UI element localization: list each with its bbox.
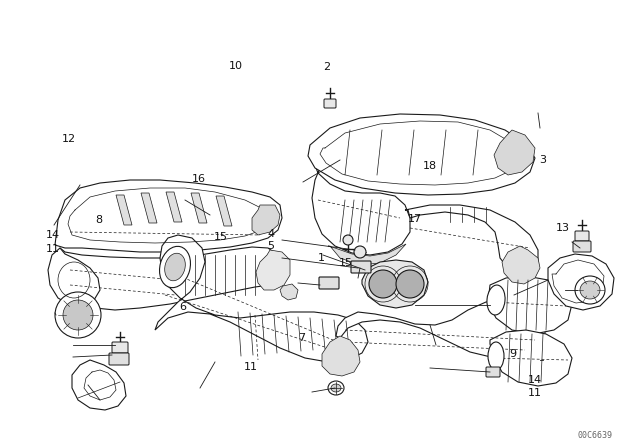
Polygon shape	[328, 244, 406, 265]
Polygon shape	[155, 235, 368, 362]
Text: 00C6639: 00C6639	[577, 431, 612, 439]
Ellipse shape	[328, 381, 344, 395]
Text: 15: 15	[339, 258, 353, 268]
FancyBboxPatch shape	[351, 261, 371, 273]
Ellipse shape	[63, 300, 93, 330]
Polygon shape	[362, 260, 428, 308]
Polygon shape	[336, 300, 545, 358]
Circle shape	[396, 270, 424, 298]
Polygon shape	[488, 276, 572, 334]
Polygon shape	[256, 250, 290, 290]
FancyBboxPatch shape	[486, 367, 500, 377]
Polygon shape	[502, 246, 540, 284]
Polygon shape	[308, 114, 535, 195]
FancyBboxPatch shape	[575, 231, 589, 241]
Text: 5: 5	[268, 241, 274, 250]
Polygon shape	[322, 336, 360, 376]
Text: 11: 11	[527, 388, 541, 398]
Polygon shape	[191, 193, 207, 223]
Text: 13: 13	[556, 223, 570, 233]
Ellipse shape	[488, 342, 504, 370]
Text: 12: 12	[62, 134, 76, 144]
Ellipse shape	[55, 292, 101, 338]
Polygon shape	[312, 168, 410, 255]
Circle shape	[354, 246, 366, 258]
Polygon shape	[490, 330, 572, 386]
FancyBboxPatch shape	[324, 99, 336, 108]
Polygon shape	[141, 193, 157, 223]
Text: 14: 14	[527, 375, 541, 385]
Text: 1: 1	[318, 253, 324, 263]
Polygon shape	[280, 284, 298, 300]
Text: 6: 6	[179, 302, 186, 312]
Polygon shape	[405, 205, 538, 272]
Polygon shape	[216, 196, 232, 226]
Polygon shape	[55, 180, 282, 252]
Text: 9: 9	[509, 349, 517, 359]
Ellipse shape	[575, 276, 605, 304]
Ellipse shape	[331, 384, 341, 392]
Polygon shape	[48, 248, 100, 305]
Text: 3: 3	[540, 155, 546, 165]
Text: 2: 2	[323, 62, 330, 72]
Text: 15: 15	[214, 233, 228, 242]
Polygon shape	[116, 195, 132, 225]
Text: 8: 8	[95, 215, 103, 224]
Text: 11: 11	[244, 362, 258, 372]
Polygon shape	[494, 130, 535, 175]
Circle shape	[343, 235, 353, 245]
Ellipse shape	[487, 285, 505, 315]
Ellipse shape	[580, 281, 600, 299]
Text: 18: 18	[423, 161, 437, 171]
Polygon shape	[58, 247, 285, 310]
FancyBboxPatch shape	[112, 342, 128, 353]
Text: 11: 11	[45, 244, 60, 254]
FancyBboxPatch shape	[573, 241, 591, 252]
Polygon shape	[166, 192, 182, 222]
Ellipse shape	[164, 253, 186, 281]
Polygon shape	[548, 254, 614, 310]
Text: 16: 16	[191, 174, 205, 184]
Text: 14: 14	[45, 230, 60, 240]
Polygon shape	[252, 205, 280, 235]
Text: 7: 7	[298, 333, 306, 343]
FancyBboxPatch shape	[109, 353, 129, 365]
FancyBboxPatch shape	[319, 277, 339, 289]
Circle shape	[369, 270, 397, 298]
Text: 10: 10	[228, 61, 243, 71]
Text: 17: 17	[408, 214, 422, 224]
Text: 4: 4	[267, 229, 275, 239]
Polygon shape	[72, 360, 126, 410]
Ellipse shape	[159, 246, 191, 288]
